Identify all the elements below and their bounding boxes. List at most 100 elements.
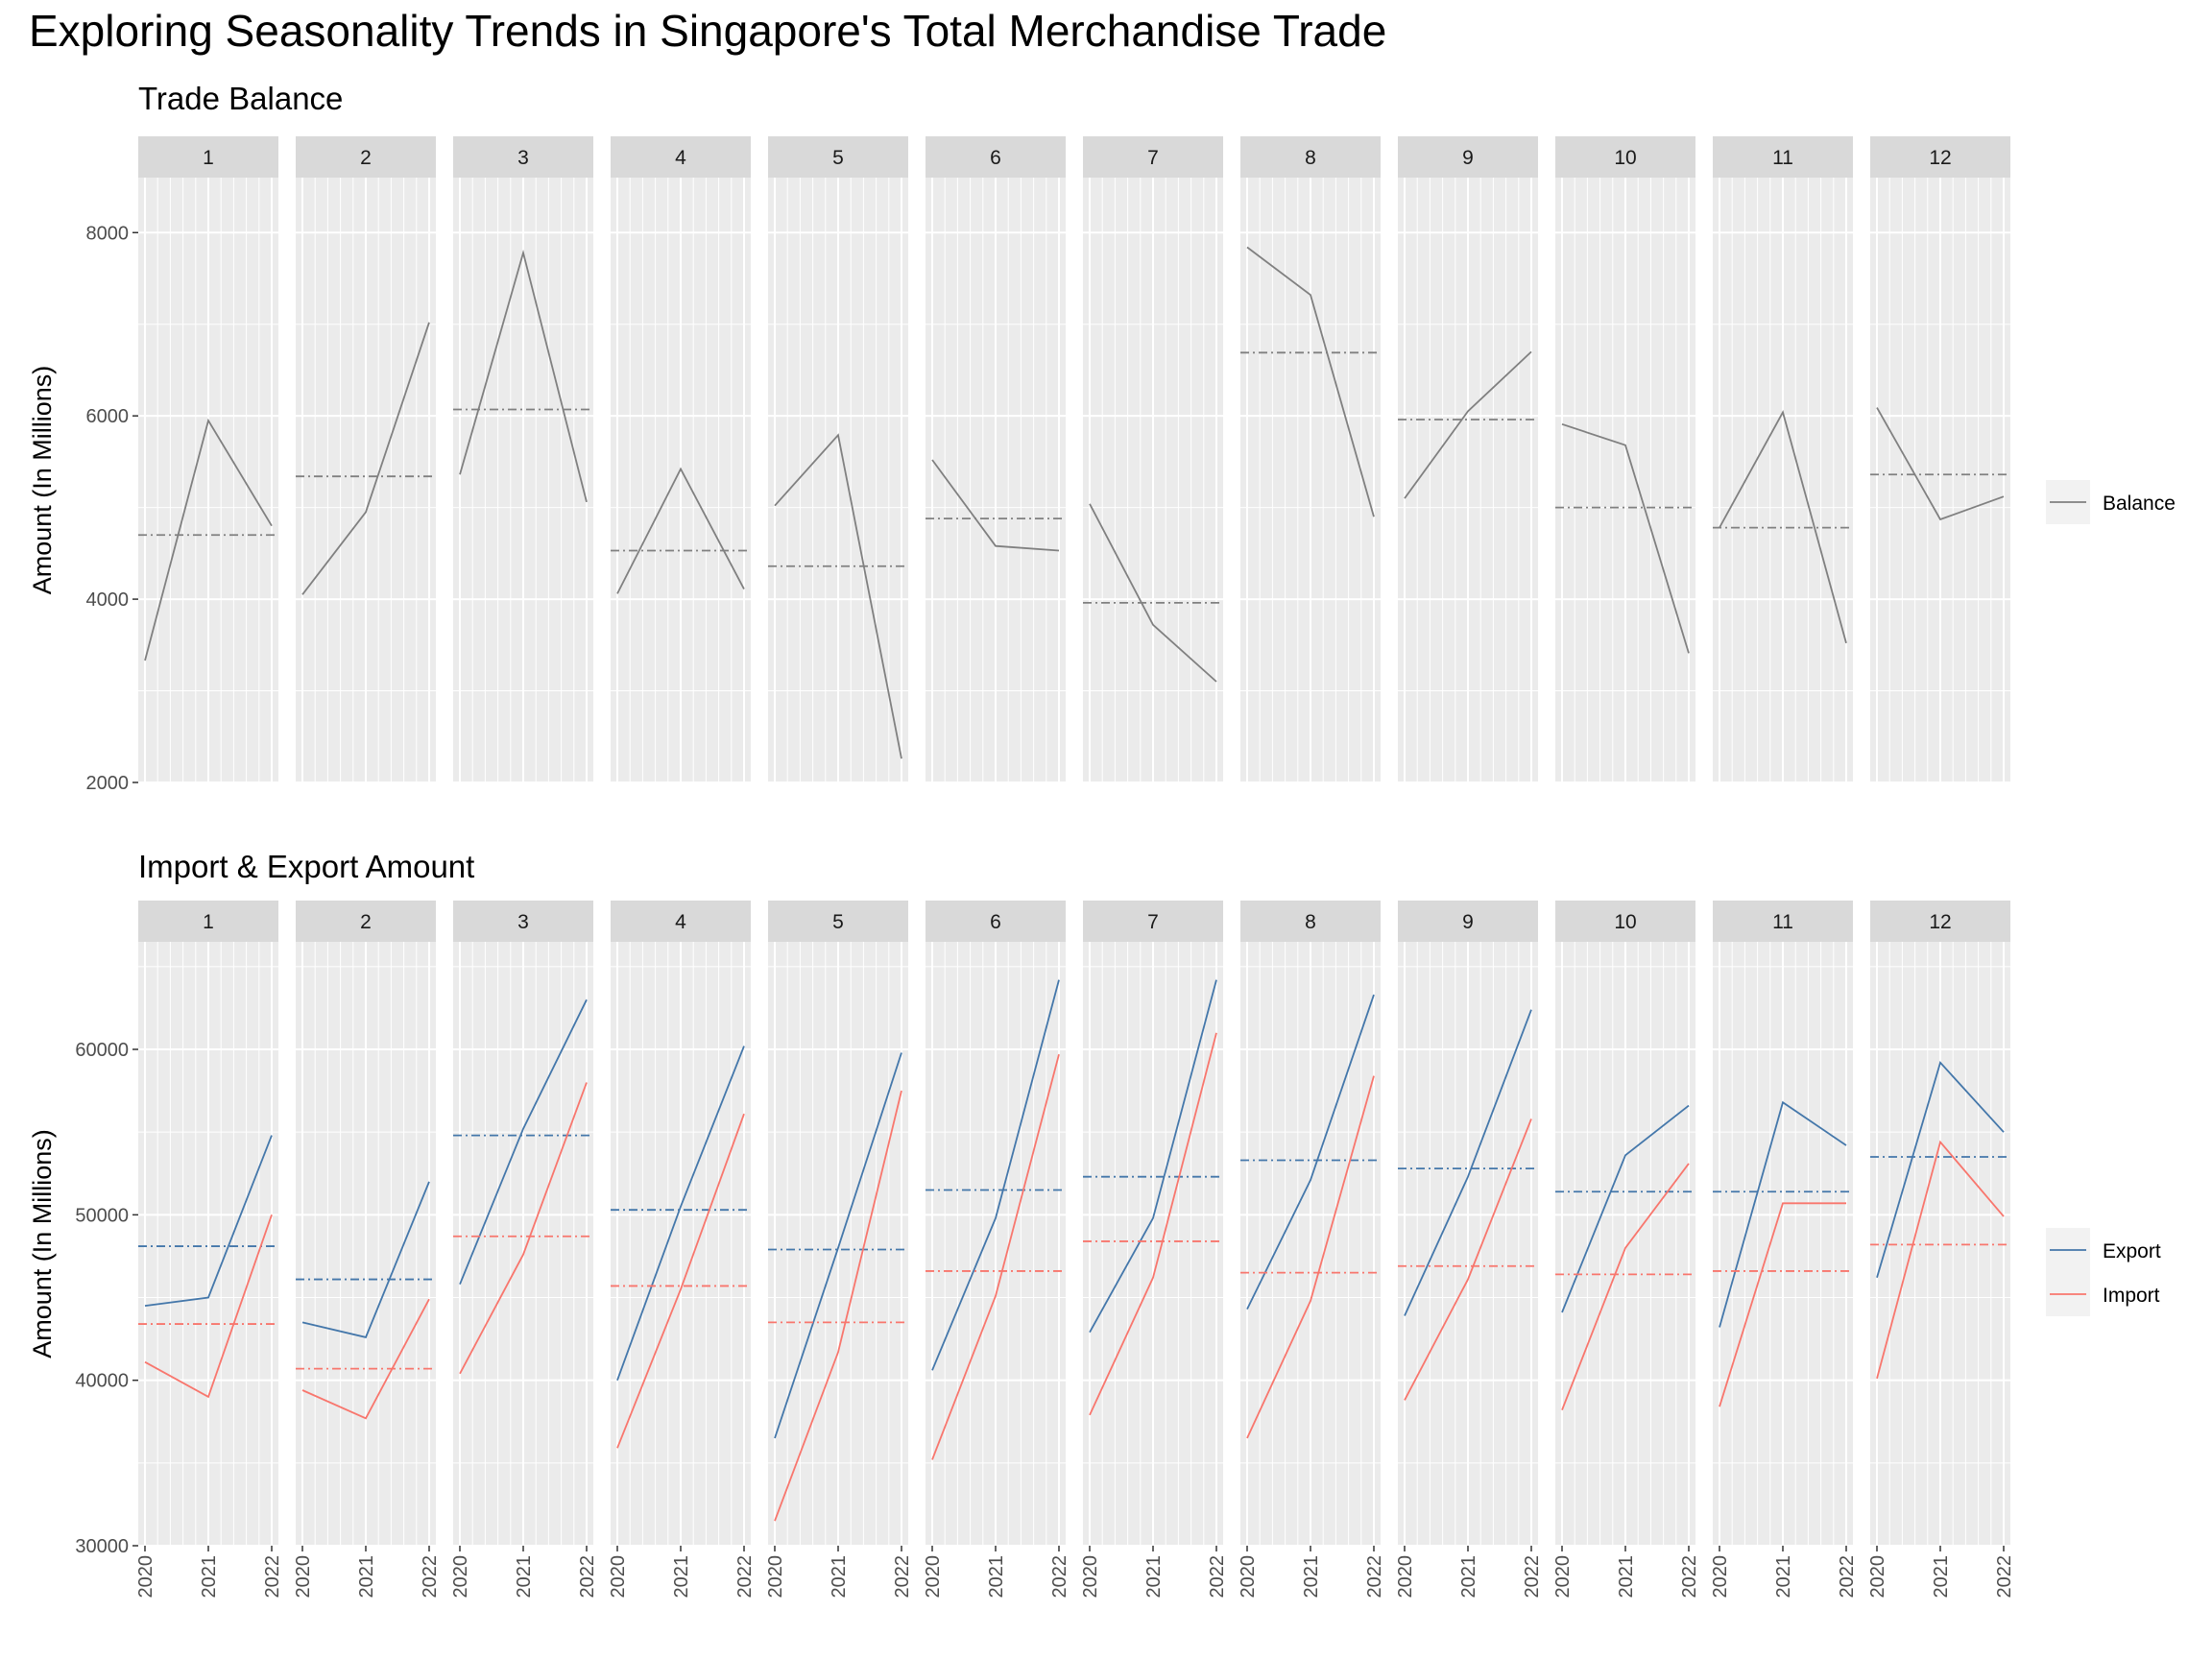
facet-7: 7 [1083, 136, 1223, 783]
x-tick-label: 2020 [135, 1555, 156, 1599]
series-line-import [1876, 1140, 2005, 1380]
facet-strip-label: 12 [1929, 911, 1951, 933]
facet-strip-label: 4 [675, 147, 686, 169]
series-line-import [459, 1082, 588, 1375]
legend-label-balance: Balance [2103, 493, 2176, 515]
series-line-import [1719, 1202, 1846, 1407]
facet-7: 7 2020 2021 2022 [1080, 901, 1228, 1599]
y-tick-label: 30000 [75, 1536, 129, 1557]
x-tick-label: 2021 [1773, 1555, 1794, 1599]
x-tick-label: 2022 [892, 1555, 913, 1599]
facet-strip-label: 7 [1147, 147, 1159, 169]
y-tick-label: 8000 [86, 223, 130, 244]
facet-strip [1240, 901, 1381, 942]
series-line-export [1561, 1104, 1690, 1313]
series-line-export [1719, 1100, 1847, 1328]
series-line-import [774, 1090, 902, 1522]
facet-strip [1870, 136, 2010, 178]
y-tick-label: 2000 [86, 773, 130, 794]
facet-strip [1083, 901, 1223, 942]
facet-strip [1713, 136, 1853, 178]
series-line-import [1089, 1032, 1217, 1416]
series-line-balance [774, 433, 902, 759]
facet-strip-label: 3 [517, 911, 529, 933]
series-line-balance [931, 459, 1060, 552]
facet-strip [1870, 901, 2010, 942]
facet-strip [926, 901, 1066, 942]
x-tick-label: 2020 [293, 1555, 314, 1599]
x-tick-label: 2021 [829, 1555, 850, 1599]
series-line-import [616, 1113, 745, 1449]
y-axis-label: Amount (In Millions) [28, 366, 57, 595]
x-tick-label: 2022 [1207, 1555, 1228, 1599]
facet-4: 4 [611, 136, 751, 783]
x-tick-label: 2021 [356, 1555, 377, 1599]
y-tick-label: 40000 [75, 1371, 129, 1392]
facet-3: 3 2020 2021 2022 [450, 901, 598, 1599]
series-line-balance [144, 418, 273, 661]
x-tick-label: 2022 [1679, 1555, 1700, 1599]
x-tick-label: 2020 [1238, 1555, 1259, 1599]
facet-strip [1555, 901, 1695, 942]
series-line-balance [1089, 503, 1217, 683]
facet-strip-label: 5 [832, 911, 844, 933]
facet-2: 2 [296, 136, 436, 783]
series-line-import [301, 1298, 430, 1420]
facet-strip-label: 8 [1305, 911, 1316, 933]
legend: Balance [2046, 480, 2176, 524]
facet-10: 10 2020 2021 2022 [1552, 901, 1700, 1599]
x-tick-label: 2022 [1994, 1555, 2015, 1599]
series-line-export [1876, 1061, 2005, 1279]
facet-5: 5 2020 2021 2022 [765, 901, 913, 1599]
legend-label-export: Export [2103, 1240, 2161, 1262]
facet-4: 4 2020 2021 2022 [608, 901, 756, 1599]
series-line-export [616, 1046, 745, 1382]
facet-5: 5 [768, 136, 908, 783]
facet-strip [1713, 901, 1853, 942]
facet-strip [1398, 901, 1538, 942]
series-line-balance [616, 467, 745, 594]
facet-strip [296, 901, 436, 942]
y-tick-label: 4000 [86, 589, 130, 611]
facet-strip [611, 136, 751, 178]
x-tick-label: 2020 [1395, 1555, 1416, 1599]
facet-1: 1 [138, 136, 278, 783]
facet-strip [1240, 136, 1381, 178]
facet-strip-label: 1 [203, 147, 214, 169]
x-tick-label: 2021 [1143, 1555, 1165, 1599]
x-tick-label: 2021 [199, 1555, 220, 1599]
facet-strip [926, 136, 1066, 178]
facet-strip [1398, 136, 1538, 178]
facet-strip-label: 4 [675, 911, 686, 933]
x-tick-label: 2020 [1080, 1555, 1101, 1599]
facet-6: 6 2020 2021 2022 [923, 901, 1070, 1599]
facet-2: 2 2020 2021 2022 [293, 901, 441, 1599]
x-tick-label: 2022 [1364, 1555, 1385, 1599]
x-tick-label: 2021 [1931, 1555, 1952, 1599]
facet-strip-label: 2 [360, 911, 372, 933]
facet-strip-label: 3 [517, 147, 529, 169]
x-tick-label: 2021 [986, 1555, 1007, 1599]
x-tick-label: 2020 [1867, 1555, 1888, 1599]
facet-strip-label: 8 [1305, 147, 1316, 169]
y-tick-label: 50000 [75, 1205, 129, 1226]
x-tick-label: 2021 [1301, 1555, 1322, 1599]
facet-strip-label: 9 [1462, 147, 1474, 169]
panel-group-1: Trade Balance Amount (In Millions) 2000 400… [28, 81, 2176, 794]
facet-10: 10 [1555, 136, 1695, 783]
x-tick-label: 2022 [1522, 1555, 1543, 1599]
facet-strip [453, 901, 593, 942]
panel-group-2: Import & Export Amount Amount (In Million… [28, 849, 2161, 1599]
x-tick-label: 2020 [450, 1555, 471, 1599]
series-line-balance [459, 249, 588, 503]
x-tick-label: 2022 [1837, 1555, 1858, 1599]
x-tick-label: 2021 [1616, 1555, 1637, 1599]
facet-strip-label: 7 [1147, 911, 1159, 933]
facet-strip-label: 2 [360, 147, 372, 169]
facet-9: 9 [1398, 136, 1538, 783]
plot-area: Trade Balance Amount (In Millions) 2000 400… [28, 81, 2176, 1599]
facet-strip-label: 5 [832, 147, 844, 169]
facet-strip-label: 11 [1772, 911, 1793, 933]
series-line-export [1404, 1009, 1532, 1316]
